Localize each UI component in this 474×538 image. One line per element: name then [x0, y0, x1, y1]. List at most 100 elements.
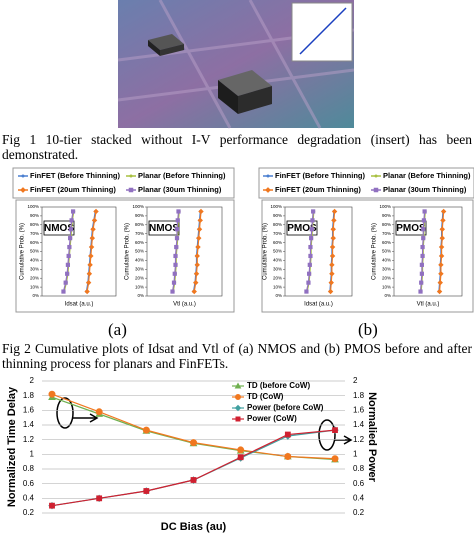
x-axis-label: Vtl (a.u.): [173, 302, 196, 308]
y-axis-label: Normalized Time Delay: [6, 386, 18, 507]
marker: [329, 271, 335, 277]
marker: [142, 426, 150, 434]
marker: [235, 394, 241, 400]
marker: [63, 280, 68, 285]
y2-tick-label: 1: [353, 449, 358, 458]
marker: [20, 187, 26, 193]
marker: [420, 244, 425, 250]
marker: [436, 288, 443, 295]
marker: [235, 416, 241, 422]
legend-b-frame: [258, 167, 474, 199]
x-axis-label: Vtl (a.u.): [417, 302, 440, 308]
marker: [309, 236, 314, 241]
y-tick-label: 30%: [135, 266, 144, 271]
marker: [327, 288, 334, 295]
series-line: [85, 211, 96, 292]
marker: [373, 187, 379, 193]
y-tick-label: 50%: [273, 249, 282, 254]
legend-label: FinFET (Before Thinning): [30, 171, 120, 180]
x-axis-label: Idsat (a.u.): [304, 302, 333, 308]
marker: [419, 280, 424, 285]
marker: [331, 455, 339, 463]
series-line: [192, 211, 201, 292]
y2-tick-label: 1.4: [353, 420, 365, 429]
y-tick-label: 0%: [275, 293, 282, 298]
y-tick-label: 40%: [273, 258, 282, 263]
y-tick-label: 1.8: [23, 391, 35, 400]
plot-frame: [41, 206, 117, 297]
series-line: [63, 211, 75, 292]
y-tick-label: 1.2: [23, 435, 35, 444]
marker: [191, 288, 197, 295]
y-tick-label: 60%: [135, 240, 144, 245]
marker: [195, 244, 201, 250]
marker: [418, 289, 423, 294]
y-tick-label: 90%: [382, 213, 391, 218]
marker: [173, 253, 178, 259]
y-tick-label: 100%: [132, 204, 144, 209]
y-axis-label: Cumulative Prob. (%): [372, 223, 378, 280]
y-tick-label: 20%: [273, 275, 282, 280]
marker: [331, 208, 338, 215]
device-label-box: [286, 220, 318, 236]
series-line: [419, 211, 426, 292]
marker: [89, 235, 96, 241]
series-line: [193, 211, 202, 292]
marker: [309, 227, 314, 232]
marker: [175, 218, 180, 223]
device-label: PMOS: [396, 223, 426, 234]
y-tick-label: 100%: [27, 204, 39, 209]
y2-tick-label: 0.6: [353, 479, 365, 488]
plot-frame: [393, 206, 463, 297]
marker: [328, 279, 334, 286]
y2-tick-label: 0.2: [353, 508, 365, 517]
marker: [174, 244, 179, 250]
series-line: [438, 211, 445, 292]
marker: [68, 227, 73, 232]
y-tick-label: 70%: [135, 231, 144, 236]
figure-2-caption: Fig 2 Cumulative plots of Idsat and Vtl …: [2, 341, 472, 371]
marker: [91, 217, 98, 224]
marker: [70, 209, 76, 214]
y2-tick-label: 0.8: [353, 464, 365, 473]
panel-label: (a): [108, 320, 127, 339]
marker: [96, 495, 103, 502]
y-tick-label: 20%: [30, 275, 39, 280]
marker: [174, 236, 180, 241]
marker: [308, 253, 313, 259]
series-line: [62, 211, 74, 292]
y-axis-label: Cumulative Prob. (%): [263, 223, 269, 280]
y-tick-label: 0.6: [23, 479, 35, 488]
marker: [421, 218, 427, 223]
series-line: [438, 211, 444, 292]
marker: [176, 209, 181, 214]
marker: [48, 390, 56, 398]
marker: [174, 227, 180, 232]
marker: [438, 253, 445, 259]
series-line: [172, 211, 180, 292]
series-line: [171, 211, 180, 292]
series-line: [305, 211, 314, 292]
marker: [307, 271, 312, 276]
y-tick-label: 10%: [382, 284, 391, 289]
marker: [21, 174, 25, 178]
y-tick-label: 1: [30, 449, 35, 458]
marker: [93, 208, 99, 215]
marker: [420, 253, 425, 259]
legend-label: Planar (Before Thinning): [383, 171, 471, 180]
marker: [65, 271, 70, 276]
marker: [308, 244, 313, 250]
marker: [198, 208, 204, 215]
marker: [90, 226, 96, 232]
y-tick-label: 30%: [273, 266, 282, 271]
y2-axis-label: Normalied Power: [366, 392, 378, 483]
legend-label: Planar (30um Thinning): [383, 185, 467, 194]
y-tick-label: 100%: [379, 204, 391, 209]
marker: [85, 279, 92, 286]
marker: [197, 217, 203, 224]
legend-label: Planar (Before Thinning): [138, 171, 226, 180]
y-tick-label: 100%: [270, 204, 282, 209]
series-line: [306, 211, 315, 292]
marker: [196, 235, 202, 241]
